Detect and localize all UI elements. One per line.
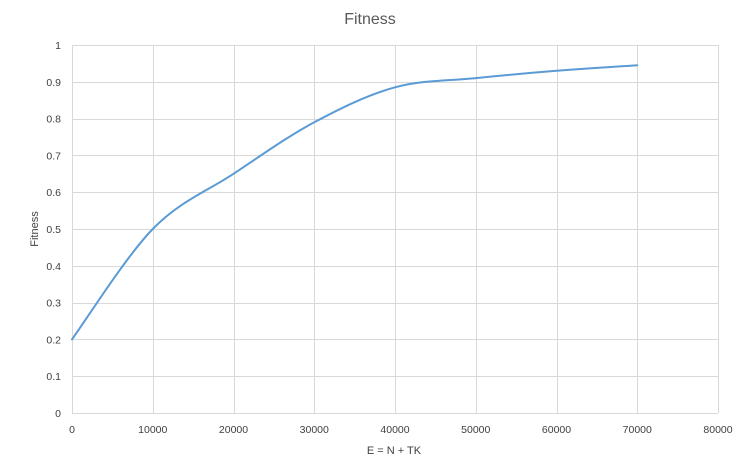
x-axis-title: E = N + TK <box>367 445 422 457</box>
x-tick-label: 20000 <box>219 424 248 436</box>
x-tick-label: 80000 <box>703 424 732 436</box>
tick-layer: 0 0.1 0.2 0.3 0.4 0.5 0.6 0.7 0.8 0.9 1 0 10000 20000… <box>46 40 732 436</box>
y-tick-label: 0.8 <box>46 114 61 126</box>
x-tick-label: 30000 <box>300 424 329 436</box>
chart-title: Fitness <box>344 11 396 28</box>
y-tick-label: 0.3 <box>46 298 61 310</box>
y-tick-label: 0.4 <box>46 261 61 273</box>
x-tick-label: 70000 <box>623 424 652 436</box>
series-layer <box>71 64 639 341</box>
y-tick-label: 0.5 <box>46 224 61 236</box>
x-tick-label: 40000 <box>380 424 409 436</box>
series-line <box>71 64 639 341</box>
y-tick-label: 0.7 <box>46 150 61 162</box>
y-tick-label: 0.2 <box>46 334 61 346</box>
y-tick-label: 1 <box>55 40 61 52</box>
grid-layer <box>72 45 719 414</box>
y-axis-title: Fitness <box>29 211 41 247</box>
y-tick-label: 0.9 <box>46 77 61 89</box>
x-tick-label: 0 <box>69 424 75 436</box>
y-tick-label: 0.6 <box>46 187 61 199</box>
x-tick-label: 10000 <box>138 424 167 436</box>
y-tick-label: 0 <box>55 408 61 420</box>
x-tick-label: 50000 <box>461 424 490 436</box>
y-tick-label: 0.1 <box>46 371 61 383</box>
x-tick-label: 60000 <box>542 424 571 436</box>
